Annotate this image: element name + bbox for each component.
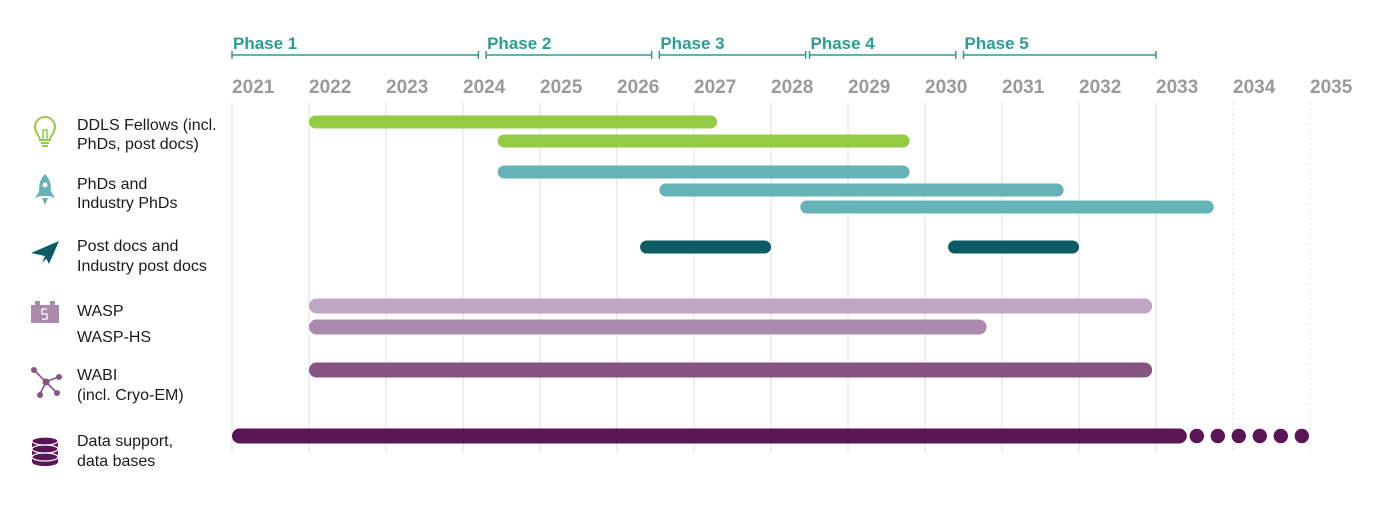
paper-plane-icon	[31, 241, 59, 264]
row-label: WABI	[77, 367, 117, 384]
continuation-dot	[1273, 428, 1289, 444]
year-tick-label: 2024	[463, 77, 506, 98]
row-label: Industry PhDs	[77, 195, 177, 212]
year-tick-label: 2027	[694, 77, 736, 98]
gridlines	[231, 103, 1311, 452]
continuation-dot	[1294, 428, 1310, 444]
phase-label: Phase 2	[487, 34, 551, 53]
row-2	[497, 165, 1214, 214]
rocket-icon	[35, 174, 55, 205]
year-axis: 2021 2022 2023 2024 2025 2026 2027 2028 2029 2030…	[232, 77, 1353, 98]
year-tick-label: 2021	[232, 77, 275, 98]
row-label: WASP-HS	[77, 329, 151, 346]
year-tick-label: 2034	[1233, 77, 1276, 98]
year-tick-label: 2028	[771, 77, 813, 98]
phase-4: Phase 4	[808, 34, 957, 59]
phase-label: Phase 4	[811, 34, 876, 53]
row-6	[232, 428, 1310, 444]
year-tick-label: 2033	[1156, 77, 1198, 98]
row-label: PhDs, post docs)	[77, 136, 199, 153]
row-label: Post docs and	[77, 238, 178, 255]
puzzle-icon	[31, 301, 59, 323]
phase-axis: Phase 1 Phase 2 Phase 3 Phase 4 Phase 5	[231, 34, 1157, 59]
row-icons	[31, 115, 62, 466]
continuation-dot	[1252, 428, 1268, 444]
year-tick-label: 2026	[617, 77, 659, 98]
year-tick-label: 2032	[1079, 77, 1121, 98]
phase-label: Phase 3	[660, 34, 724, 53]
row-label: Data support,	[77, 433, 173, 450]
row-1	[309, 115, 910, 148]
phase-2: Phase 2	[485, 34, 653, 59]
phase-1: Phase 1	[231, 34, 480, 59]
row-label: Industry post docs	[77, 258, 207, 275]
row-label: (incl. Cryo-EM)	[77, 387, 184, 404]
phase-3: Phase 3	[658, 34, 807, 59]
row-labels: DDLS Fellows (incl. PhDs, post docs) PhDs …	[77, 117, 217, 470]
row-4	[309, 298, 1153, 335]
lightbulb-icon	[33, 115, 57, 147]
network-icon	[31, 367, 62, 398]
phase-5: Phase 5	[962, 34, 1157, 59]
row-label: PhDs and	[77, 176, 147, 193]
year-tick-label: 2023	[386, 77, 428, 98]
phase-label: Phase 1	[233, 34, 297, 53]
continuation-dot	[1210, 428, 1226, 444]
year-tick-label: 2035	[1310, 77, 1353, 98]
database-icon	[31, 436, 59, 466]
row-label: DDLS Fellows (incl.	[77, 117, 217, 134]
year-tick-label: 2031	[1002, 77, 1045, 98]
row-label: data bases	[77, 453, 155, 470]
year-tick-label: 2022	[309, 77, 351, 98]
year-tick-label: 2030	[925, 77, 967, 98]
phase-label: Phase 5	[965, 34, 1029, 53]
year-tick-label: 2025	[540, 77, 583, 98]
row-label: WASP	[77, 303, 124, 320]
continuation-dot	[1189, 428, 1205, 444]
bars	[232, 115, 1310, 444]
year-tick-label: 2029	[848, 77, 890, 98]
continuation-dot	[1231, 428, 1247, 444]
